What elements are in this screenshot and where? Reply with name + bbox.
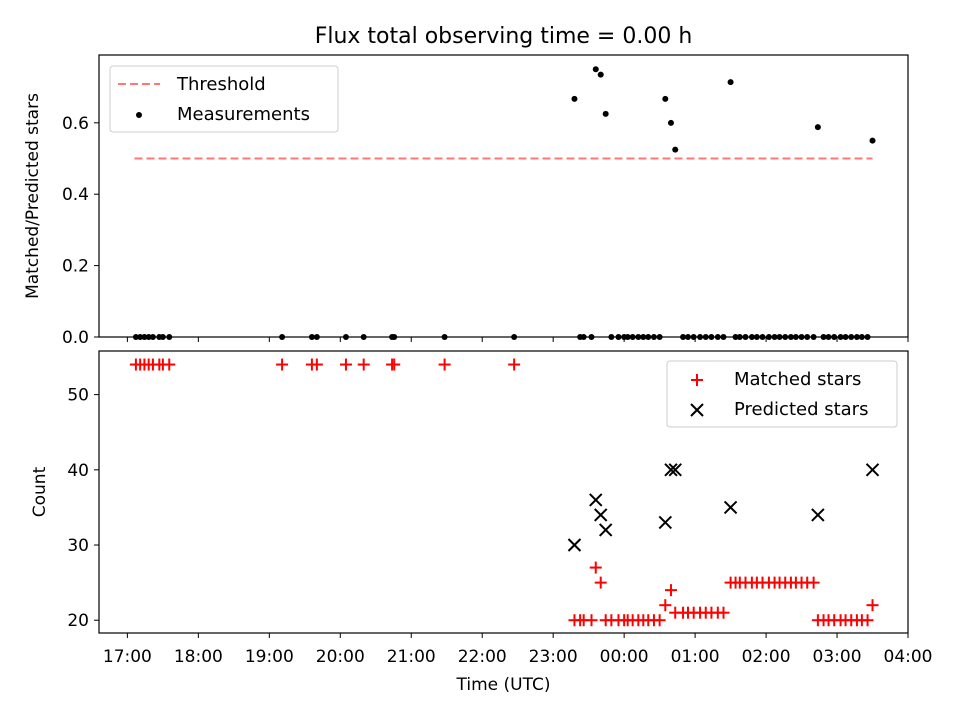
matched-star-point [585, 614, 598, 627]
bottom-subplot: 20 30 40 50 17:00 18:00 19:00 20:00 21:00 22:00 2… [30, 350, 933, 695]
x-axis-label: Time (UTC) [456, 675, 551, 695]
measurement-point [727, 79, 734, 86]
matched-star-point [163, 358, 176, 371]
predicted-star-point [598, 523, 613, 537]
matched-star-point [717, 606, 730, 619]
x-tick-label: 04:00 [884, 647, 933, 667]
x-tick-label: 17:00 [103, 647, 152, 667]
predicted-star-point [664, 463, 678, 477]
bottom-y-ticks: 20 30 40 50 [67, 386, 99, 631]
top-marks [132, 66, 876, 340]
top-y-tick-label: 0.6 [62, 114, 89, 134]
matched-star-point [664, 584, 677, 597]
x-tick-label: 22:00 [458, 647, 507, 667]
predicted-star-point [865, 463, 880, 477]
legend-measurements-label: Measurements [177, 104, 310, 125]
bottom-plot-frame [98, 350, 909, 634]
predicted-star-point [589, 493, 603, 507]
matched-star-point [508, 358, 521, 371]
predicted-star-point [811, 508, 825, 522]
bottom-legend-box [666, 360, 898, 428]
matched-star-point [589, 561, 602, 574]
matched-star-point [866, 599, 879, 612]
legend-threshold-label: Threshold [176, 74, 266, 95]
matched-star-point [807, 576, 820, 589]
matched-star-point [653, 614, 666, 627]
x-tick-label: 21:00 [387, 647, 436, 667]
top-x-ticks [126, 337, 909, 342]
bottom-x-ticks: 17:00 18:00 19:00 20:00 21:00 22:00 23:00 00:00… [103, 633, 933, 667]
measurement-point [592, 66, 599, 73]
bottom-marks [129, 358, 880, 627]
measurement-point [814, 124, 821, 131]
x-tick-label: 20:00 [316, 647, 365, 667]
measurement-point [662, 95, 669, 102]
top-y-ticks: 0.0 0.2 0.4 0.6 [62, 114, 99, 348]
matched-star-point [276, 358, 289, 371]
x-tick-label: 18:00 [174, 647, 223, 667]
chart-title: Flux total observing time = 0.00 h [315, 24, 693, 49]
measurement-point [571, 95, 578, 102]
top-y-tick-label: 0.0 [62, 328, 89, 348]
matched-star-point [861, 614, 874, 627]
x-tick-label: 03:00 [813, 647, 862, 667]
predicted-star-point [668, 463, 682, 477]
predicted-star-point [567, 538, 582, 552]
predicted-star-point [658, 515, 673, 530]
top-y-tick-label: 0.2 [62, 257, 89, 277]
x-tick-label: 02:00 [742, 647, 791, 667]
bottom-legend: Matched stars Predicted stars [666, 360, 898, 428]
top-y-tick-label: 0.4 [62, 185, 89, 205]
top-subplot: 0.0 0.2 0.4 0.6 Matched/Predicted stars Thr… [23, 54, 909, 348]
matched-star-point [388, 358, 401, 371]
bottom-y-tick-label: 20 [67, 611, 89, 631]
legend-measurements-swatch [136, 112, 142, 118]
matched-star-point [310, 358, 323, 371]
x-tick-label: 01:00 [671, 647, 720, 667]
legend-predicted-label: Predicted stars [734, 399, 868, 420]
bottom-y-axis-label: Count [30, 466, 50, 517]
matched-star-point [659, 599, 672, 612]
legend-predicted-swatch [690, 403, 704, 417]
legend-matched-swatch [691, 374, 703, 386]
predicted-star-point [723, 500, 738, 515]
x-tick-label: 00:00 [600, 647, 649, 667]
top-legend: Threshold Measurements [109, 65, 339, 133]
top-y-axis-label: Matched/Predicted stars [23, 93, 43, 299]
matched-star-point [339, 358, 352, 371]
predicted-star-point [594, 508, 608, 522]
matched-star-point [594, 576, 607, 589]
matched-star-point [438, 358, 451, 371]
bottom-y-tick-label: 40 [67, 461, 89, 481]
top-legend-box [109, 65, 339, 133]
measurement-point [667, 119, 674, 126]
matched-star-point [357, 358, 370, 371]
top-plot-frame [98, 54, 909, 338]
legend-matched-label: Matched stars [734, 369, 861, 390]
measurement-point [869, 137, 876, 144]
x-tick-label: 23:00 [529, 647, 578, 667]
bottom-y-tick-label: 50 [67, 386, 89, 406]
measurement-point [672, 146, 679, 153]
measurement-point [597, 71, 604, 78]
measurement-point [602, 110, 609, 117]
x-tick-label: 19:00 [245, 647, 294, 667]
bottom-y-tick-label: 30 [67, 536, 89, 556]
